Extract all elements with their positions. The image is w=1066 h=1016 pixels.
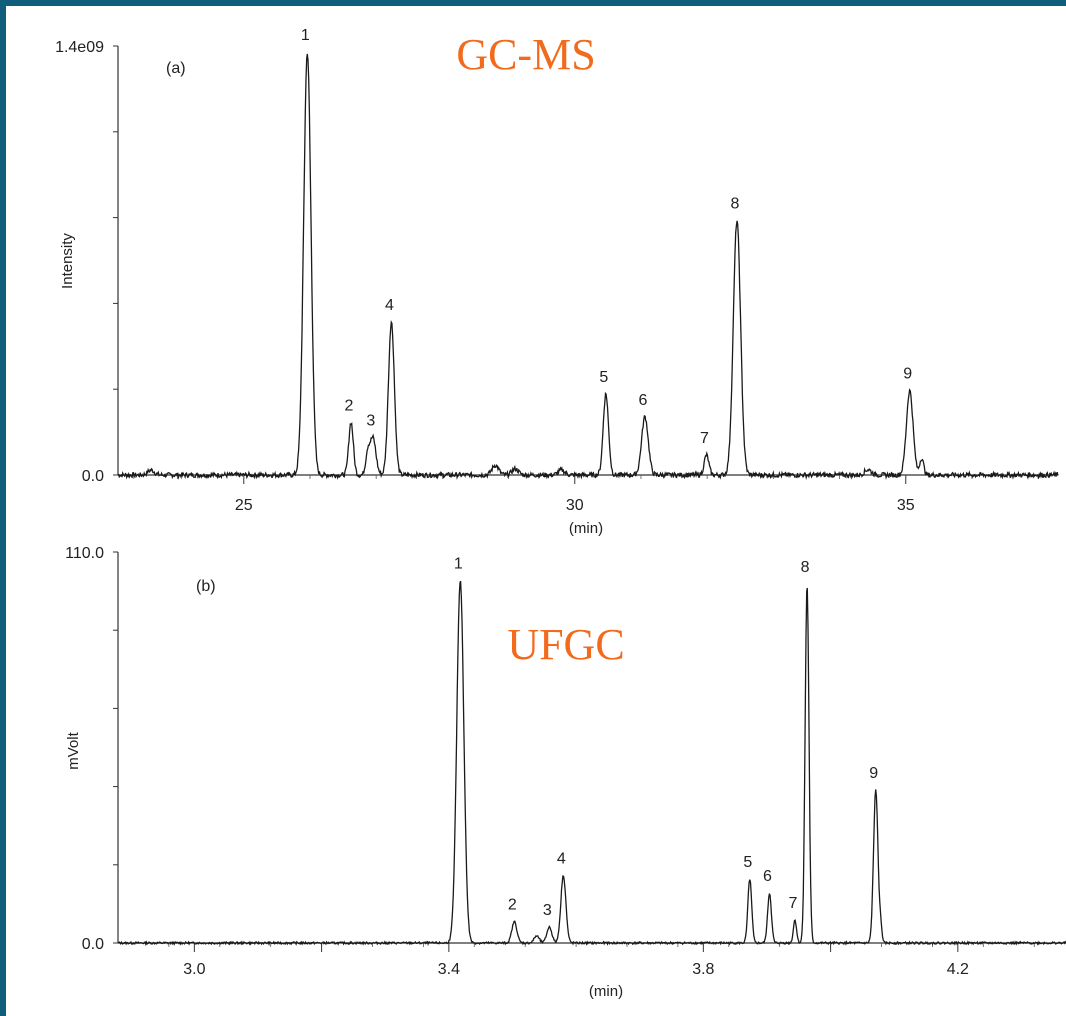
- peak-label: 9: [903, 366, 912, 383]
- chromatogram-trace: [117, 53, 1059, 480]
- peak-label: 5: [599, 369, 608, 386]
- y-tick-label: 0.0: [82, 468, 104, 485]
- chart-title: GC-MS: [456, 30, 595, 79]
- x-tick-label: 35: [897, 497, 915, 514]
- x-tick-label: 3.0: [183, 961, 205, 978]
- peak-label: 4: [385, 297, 394, 314]
- x-axis-title: (min): [589, 983, 623, 1000]
- y-tick-label: 0.0: [82, 936, 104, 953]
- peak-label: 3: [366, 413, 375, 430]
- y-axis-title: Intensity: [59, 233, 76, 289]
- x-tick-label: 25: [235, 497, 253, 514]
- peak-label: 3: [543, 902, 552, 919]
- peak-label: 7: [789, 895, 798, 912]
- x-axis-title: (min): [569, 520, 603, 537]
- y-tick-label: 110.0: [65, 545, 104, 562]
- peak-label: 4: [557, 850, 566, 867]
- chromatogram-trace: [117, 580, 1066, 947]
- panel-tag: (a): [166, 60, 186, 77]
- peak-label: 6: [638, 392, 647, 409]
- peak-label: 2: [345, 397, 354, 414]
- peak-label: 8: [730, 196, 739, 213]
- x-tick-label: 3.4: [438, 961, 460, 978]
- x-tick-label: 3.8: [692, 961, 714, 978]
- peak-label: 9: [869, 765, 878, 782]
- panel-tag: (b): [196, 578, 216, 595]
- peak-label: 1: [454, 555, 463, 572]
- peak-label: 6: [763, 868, 772, 885]
- y-axis-title: mVolt: [65, 731, 82, 769]
- chart-title: UFGC: [507, 620, 624, 669]
- peak-label: 7: [700, 430, 709, 447]
- x-tick-label: 30: [566, 497, 584, 514]
- figure-frame: 0.0 1.4e09 25 30 35 Intensity (min) (a) GC-MS 1 2 3…: [6, 6, 1066, 1016]
- y-tick-label: 1.4e09: [55, 39, 104, 56]
- peak-label: 8: [801, 559, 810, 576]
- x-tick-label: 4.2: [947, 961, 969, 978]
- peak-label: 5: [743, 854, 752, 871]
- peak-label: 1: [301, 27, 310, 44]
- peak-label: 2: [508, 897, 517, 914]
